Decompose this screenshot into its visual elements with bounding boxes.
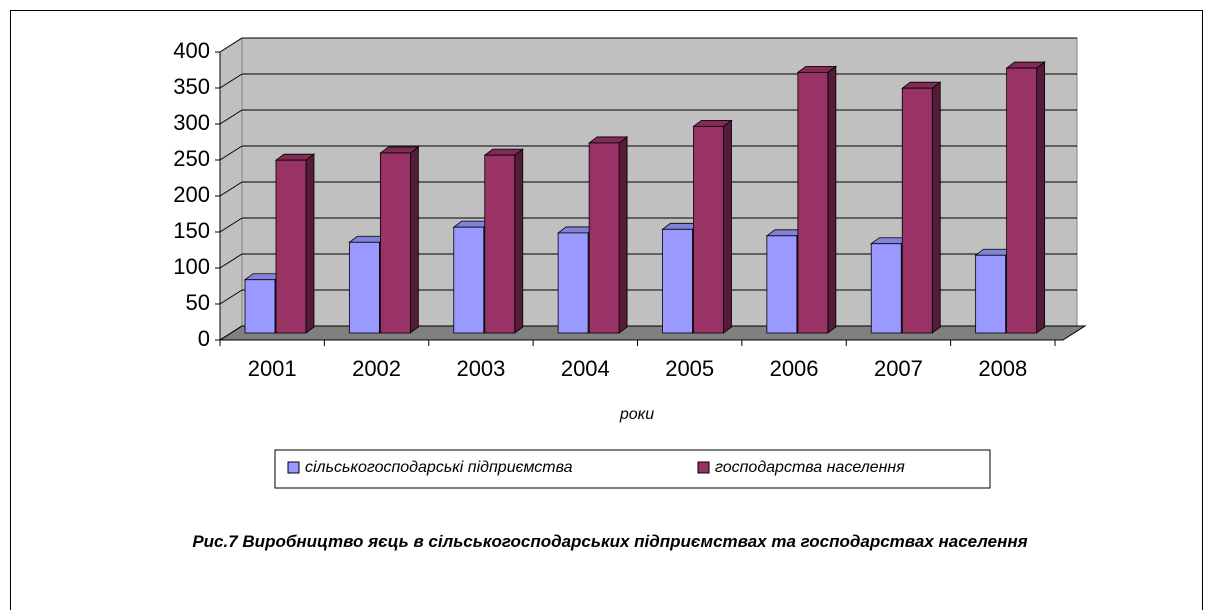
chart-frame <box>10 10 1203 610</box>
y-tick-label: 150 <box>173 218 210 243</box>
grid-line <box>219 253 243 269</box>
bar-side <box>305 153 315 334</box>
bar-side <box>827 65 837 334</box>
y-tick-label: 200 <box>173 182 210 207</box>
y-tick-label: 50 <box>186 290 210 315</box>
bar-side <box>514 148 524 334</box>
legend-swatch <box>697 461 710 474</box>
bar <box>662 228 693 334</box>
grid-line <box>219 73 243 89</box>
bar-side <box>1036 61 1046 334</box>
bar <box>588 142 620 334</box>
y-tick-label: 100 <box>173 254 210 279</box>
bar <box>484 154 516 334</box>
bar-side <box>409 146 419 334</box>
bar-side <box>931 81 941 334</box>
bar <box>453 226 485 334</box>
x-tick-label: 2008 <box>978 356 1027 381</box>
x-tick-label: 2002 <box>352 356 401 381</box>
grid-line <box>219 145 243 161</box>
grid-line <box>219 289 243 305</box>
bar <box>870 243 902 334</box>
y-tick-label: 350 <box>173 74 210 99</box>
x-tick-label: 2004 <box>561 356 610 381</box>
bar-side <box>618 136 628 334</box>
x-tick-label: 2005 <box>665 356 714 381</box>
chart-title: Рис.7 Виробництво яєць в сільськогоспода… <box>192 532 1028 551</box>
y-tick-label: 250 <box>173 146 210 171</box>
x-tick-label: 2007 <box>874 356 923 381</box>
bar <box>348 241 380 334</box>
grid-line <box>219 37 243 53</box>
bar <box>275 159 307 334</box>
bar <box>379 152 411 334</box>
legend-label: сільськогосподарські підприємства <box>305 459 573 476</box>
bar <box>693 125 724 334</box>
y-tick-label: 300 <box>173 110 210 135</box>
grid-line <box>219 109 243 125</box>
bar <box>244 279 276 334</box>
bar-side <box>723 119 732 334</box>
x-tick-label: 2003 <box>456 356 505 381</box>
grid-line <box>219 181 243 197</box>
bar <box>901 87 933 334</box>
grid-line <box>219 217 243 233</box>
grid-line <box>219 325 243 341</box>
legend-swatch <box>287 461 300 474</box>
bar <box>975 254 1007 334</box>
bar <box>797 71 829 334</box>
y-tick-label: 400 <box>173 38 210 63</box>
legend-box <box>274 449 991 489</box>
bar <box>557 232 589 334</box>
legend-label: господарства населення <box>715 459 905 476</box>
x-axis-label: роки <box>619 406 654 423</box>
x-tick-label: 2001 <box>248 356 297 381</box>
y-tick-label: 0 <box>198 326 210 351</box>
bar <box>766 235 798 334</box>
bar <box>1006 67 1038 334</box>
x-tick-label: 2006 <box>770 356 819 381</box>
